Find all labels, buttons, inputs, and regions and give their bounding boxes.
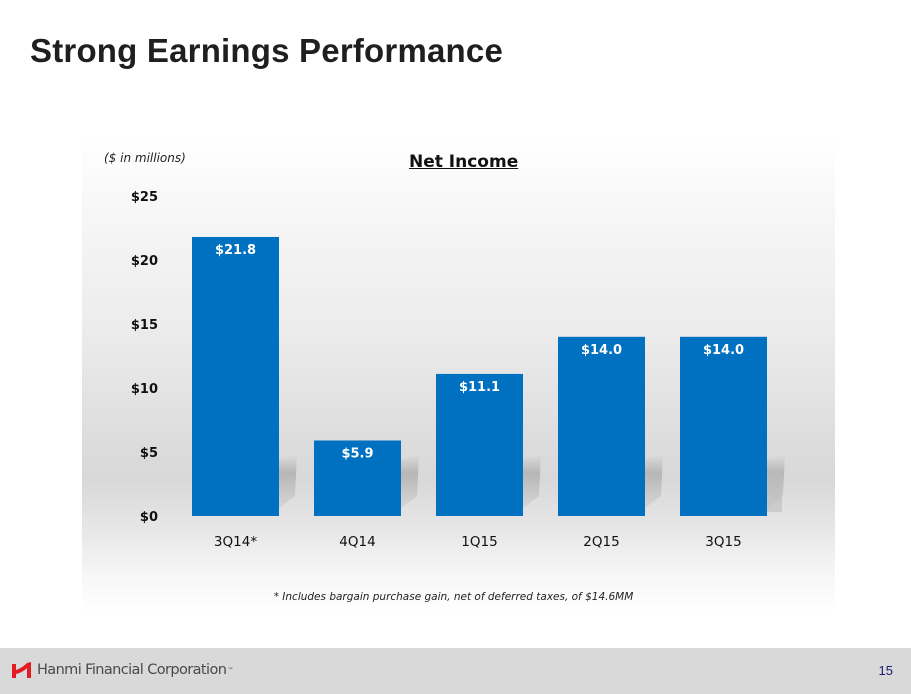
x-category-label: 3Q15 [705, 534, 741, 550]
bar-shadow [645, 455, 663, 508]
bar-3q14 [192, 236, 279, 516]
y-tick-label: $10 [131, 382, 158, 397]
units-note: ($ in millions) [104, 151, 186, 165]
slide-footer: Hanmi Financial Corporation ™ 15 [0, 648, 911, 694]
chart-footnote: * Includes bargain purchase gain, net of… [0, 591, 911, 603]
y-axis-tick-labels: $0 $5 $10 $15 $20 $25 [131, 190, 158, 525]
data-label: $14.0 [581, 343, 622, 358]
x-category-label: 3Q14* [214, 534, 257, 550]
bar-2q15 [558, 336, 645, 516]
bar-shadows [279, 455, 785, 512]
x-category-label: 4Q14 [339, 534, 375, 550]
bar-shadow [523, 455, 541, 508]
edge-shadow [767, 472, 782, 512]
bars [192, 236, 767, 516]
x-axis-category-labels: 3Q14* 4Q14 1Q15 2Q15 3Q15 [214, 534, 742, 550]
x-category-label: 1Q15 [461, 534, 497, 550]
company-name: Hanmi Financial Corporation [37, 662, 227, 678]
data-label: $5.9 [341, 446, 373, 461]
data-label: $14.0 [703, 343, 744, 358]
y-tick-label: $20 [131, 254, 158, 269]
bar-3q15 [680, 336, 767, 516]
company-logo: Hanmi Financial Corporation ™ [12, 662, 233, 678]
data-label: $21.8 [215, 243, 256, 258]
y-tick-label: $25 [131, 190, 158, 205]
hanmi-logo-icon [12, 662, 31, 678]
footnote-text: * Includes bargain purchase gain, net of… [273, 591, 634, 603]
slide-title: Strong Earnings Performance [30, 32, 504, 69]
bar-4q14 [314, 440, 401, 516]
y-tick-label: $5 [140, 446, 158, 461]
data-label: $11.1 [459, 380, 500, 395]
page-number: 15 [878, 663, 893, 678]
y-tick-label: $15 [131, 318, 158, 333]
x-category-label: 2Q15 [583, 534, 619, 550]
trademark-symbol: ™ [227, 666, 234, 674]
chart-title: Net Income [409, 152, 519, 172]
bar-1q15 [436, 373, 523, 516]
data-labels: $21.8 $5.9 $11.1 $14.0 $14.0 [215, 243, 744, 462]
bar-shadow [279, 455, 297, 508]
y-tick-label: $0 [140, 510, 158, 525]
bar-shadow [401, 455, 419, 508]
